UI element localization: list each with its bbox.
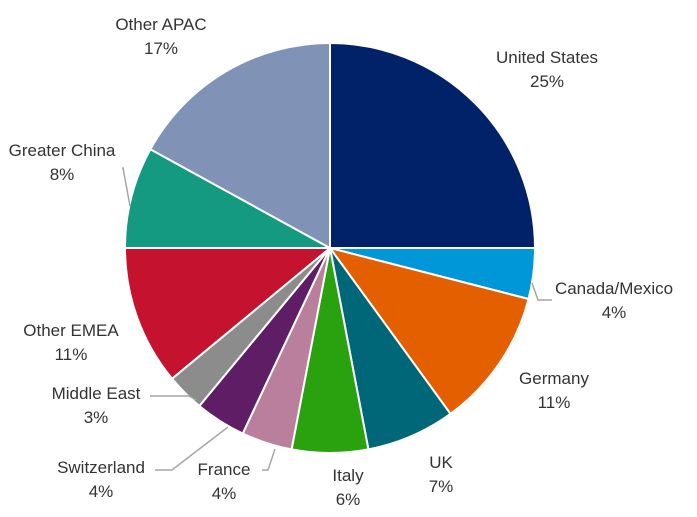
slice-label-germany: Germany 11% [519,369,589,412]
slice-percent-united-states: 25% [530,72,564,91]
labels-layer: United States 25% Canada/Mexico 4% Germany 11… [9,15,673,509]
leader-line-france [262,448,276,471]
slices-layer [123,41,537,454]
slice-percent-italy: 6% [336,490,361,509]
slice-label-italy: Italy 6% [332,466,364,509]
pie-slice-greater-china [123,147,331,249]
slice-label-uk: UK 7% [429,453,454,496]
slice-label-united-states: United States 25% [496,48,598,91]
slice-name-middle-east: Middle East [52,384,141,403]
slice-label-canada-mexico: Canada/Mexico 4% [555,279,673,322]
pie-slice-other-apac [149,41,331,250]
slice-name-united-states: United States [496,48,598,67]
slice-percent-middle-east: 3% [84,408,109,427]
slice-label-greater-china: Greater China 8% [9,141,116,184]
leader-line-switzerland [155,426,229,471]
slice-percent-canada-mexico: 4% [602,303,627,322]
slice-label-other-emea: Other EMEA 11% [23,321,119,364]
slice-percent-france: 4% [212,484,237,503]
slice-name-italy: Italy [332,466,364,485]
pie-slice-united-states [329,41,537,249]
slice-percent-other-emea: 11% [55,345,88,364]
slice-percent-switzerland: 4% [89,482,114,501]
pie-slice-other-emea [123,247,333,381]
leader-lines-layer [122,167,552,471]
slice-name-france: France [198,460,251,479]
slice-name-uk: UK [429,453,453,472]
slice-name-germany: Germany [519,369,589,388]
leader-line-canada-mexico [531,282,552,301]
slice-name-other-emea: Other EMEA [23,321,119,340]
slice-label-france: France 4% [198,460,251,503]
leader-line-middle-east [150,395,197,401]
slice-percent-uk: 7% [429,477,454,496]
slice-percent-greater-china: 8% [50,165,75,184]
slice-percent-germany: 11% [538,393,571,412]
slice-name-canada-mexico: Canada/Mexico [555,279,673,298]
slice-name-other-apac: Other APAC [115,15,206,34]
leader-line-greater-china [122,167,131,207]
slice-name-greater-china: Greater China [9,141,116,160]
slice-label-middle-east: Middle East 3% [52,384,141,427]
slice-name-switzerland: Switzerland [57,458,145,477]
pie-slice-germany [327,246,530,416]
slice-label-switzerland: Switzerland 4% [57,458,145,501]
slice-label-other-apac: Other APAC 17% [115,15,206,58]
slice-percent-other-apac: 17% [144,39,178,58]
